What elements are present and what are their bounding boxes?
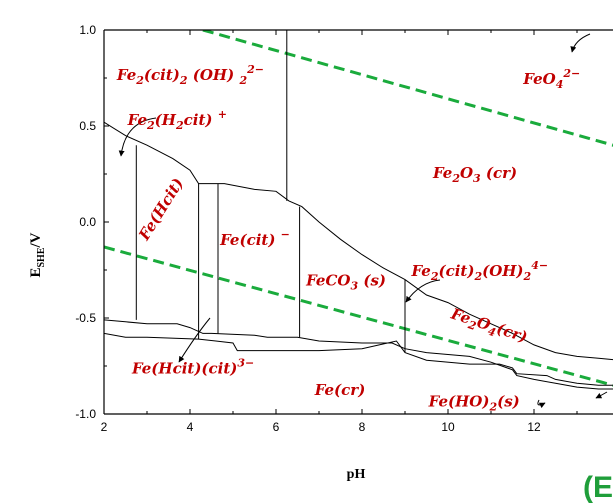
species-label-part: 2 [523,270,532,283]
species-label-part: Fe [116,66,136,84]
water-stability-line [104,245,613,387]
species-label-part: (s) [358,271,386,289]
species-label: Fe2(H2cit) + [127,108,227,132]
species-label-part: + [218,108,227,121]
axes: 2468101211.00.50.0-0.5-1.0 [75,23,613,434]
species-label-part: 2 [488,400,497,413]
species-label: Fe(cr) [314,381,366,399]
species-label-part: 4− [531,259,548,272]
y-axis-title: ESHE/V [28,232,47,277]
species-label: Fe(cit) − [219,228,290,249]
species-label: Fe2O3 (cr) [432,164,517,185]
y-tick-label: -1.0 [75,407,96,421]
species-label-part: (cit) [144,66,180,84]
species-label-part: O [460,164,473,182]
species-label-part: cit) [184,111,218,129]
label-arrow [595,391,608,399]
species-label-part: Fe [410,262,430,280]
species-label-part: (cr) [481,164,517,182]
species-label-part: − [281,228,290,241]
phase-boundary-line [104,121,613,361]
label-arrows [118,33,608,409]
species-label: FeO42− [522,67,580,91]
species-label-part: 2 [430,270,439,283]
phase-boundary-line [104,319,613,390]
species-label-part: 2 [146,119,155,132]
species-label-part: (s) [497,392,520,410]
species-label-part: Fe(Hcit)(cit) [131,360,237,378]
x-tick-label: 12 [527,420,541,434]
species-label: FeCO3 (s) [305,271,386,292]
label-arrow [405,279,441,303]
species-label-part: Fe(Hcit) [135,175,188,244]
species-label-part: 4 [556,78,564,91]
species-label-part: Fe(HO) [428,392,490,410]
x-tick-label: 6 [273,420,280,434]
y-axis-title-main: E [28,268,44,278]
x-tick-label: 4 [187,420,194,434]
y-axis-title-unit: /V [28,232,44,248]
species-label-part: 3 [350,279,358,292]
x-tick-label: 10 [441,420,455,434]
species-label-part: Fe [448,304,473,327]
water-stability-line [202,30,613,147]
y-axis-title-sub: SHE [36,247,47,267]
species-labels: Fe2(cit)2 (OH) 22−Fe2(H2cit) +FeO42−Fe2O… [116,63,580,413]
species-label-part: Fe [432,164,452,182]
species-label-part: 2 [175,119,184,132]
species-label-part: 3− [237,357,254,370]
species-label-part: 2 [238,74,247,87]
species-label-part: 2 [465,318,478,333]
species-label-part: (H [155,111,177,129]
species-label-part: 2 [473,270,482,283]
x-tick-label: 2 [101,420,108,434]
species-label-part: 3 [473,172,481,185]
species-label-part: FeCO [305,271,350,289]
x-tick-label: 8 [359,420,366,434]
species-label-part: 4 [486,325,497,340]
species-label-part: 2 [451,172,460,185]
svg-text:ESHE/V: ESHE/V [28,232,47,277]
species-label-part: 2− [246,63,264,76]
species-label: Fe2(cit)2 (OH) 22− [116,63,264,87]
phase-boundaries [104,30,613,390]
species-label-part: Fe [127,111,147,129]
y-tick-label: 0.5 [79,119,96,133]
species-label-part: (OH) [188,66,240,84]
label-arrow [570,33,591,53]
label-arrow [178,317,211,363]
species-label-part: (cr) [494,319,529,346]
species-label: Fe(Hcit)(cit)3− [131,357,254,378]
y-tick-label: 0.0 [79,215,96,229]
species-label: Fe2(cit)2(OH)24− [410,259,548,283]
y-tick-label: -0.5 [75,311,96,325]
x-axis-title: pH [347,467,366,482]
species-label-part: 2− [562,67,580,80]
water-stability-lines [104,30,613,387]
phase-boundary-line [104,332,613,386]
panel-letter: (E [583,471,613,503]
label-arrow [537,399,546,409]
y-tick-label: 1.0 [79,23,96,37]
species-label-part: 2 [135,74,144,87]
species-label-part: O [475,313,493,334]
species-label: Fe(HO)2(s) [428,392,520,413]
species-label-part: (cit) [438,262,474,280]
label-arrow [118,117,157,157]
species-label-part: (OH) [482,262,523,280]
species-label-part: Fe(cit) [219,231,281,249]
species-label-part: 2 [179,74,188,87]
species-label: Fe(Hcit) [135,175,188,244]
species-label-part: Fe(cr) [314,381,366,399]
species-label-part: FeO [522,70,555,88]
